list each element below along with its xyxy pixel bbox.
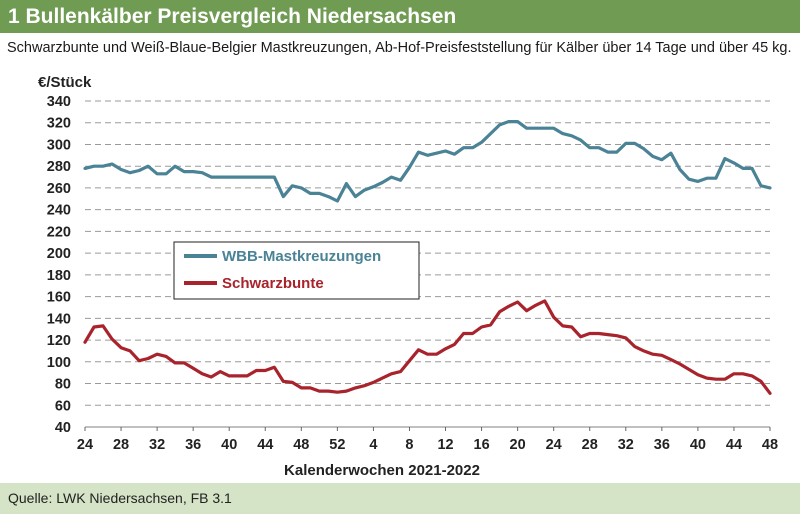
x-tick-label: 24 bbox=[77, 437, 93, 453]
x-tick-label: 40 bbox=[221, 437, 237, 453]
x-tick-label: 16 bbox=[474, 437, 490, 453]
y-axis-label: €/Stück bbox=[38, 74, 92, 91]
y-tick-label: 300 bbox=[47, 137, 71, 153]
x-tick-label: 12 bbox=[437, 437, 453, 453]
y-tick-label: 320 bbox=[47, 116, 71, 132]
x-tick-labels: 24 28 32 36 40 44 48 52 4 8 12 16 20 24 28 32 36 40 44 48 bbox=[77, 427, 778, 453]
x-tick-label: 4 bbox=[369, 437, 377, 453]
x-tick-label: 32 bbox=[618, 437, 634, 453]
y-tick-label: 60 bbox=[55, 398, 71, 414]
legend-box bbox=[173, 241, 420, 300]
x-tick-label: 24 bbox=[546, 437, 562, 453]
x-tick-label: 48 bbox=[762, 437, 778, 453]
x-tick-label: 44 bbox=[726, 437, 742, 453]
y-tick-label: 180 bbox=[47, 268, 71, 284]
y-tick-label: 40 bbox=[55, 420, 71, 436]
y-tick-label: 100 bbox=[47, 355, 71, 371]
source-note: Quelle: LWK Niedersachsen, FB 3.1 bbox=[0, 483, 800, 514]
x-tick-label: 28 bbox=[113, 437, 129, 453]
x-tick-label: 44 bbox=[257, 437, 273, 453]
line-chart: €/Stück 40 60 80 100 120 140 160 180 200 220 240 26… bbox=[38, 74, 778, 479]
y-tick-label: 280 bbox=[47, 159, 71, 175]
grid-lines bbox=[85, 100, 770, 428]
series-line-schwarzbunte bbox=[83, 299, 772, 395]
x-tick-label: 8 bbox=[405, 437, 413, 453]
x-tick-label: 36 bbox=[185, 437, 201, 453]
x-tick-label: 36 bbox=[654, 437, 670, 453]
chart-subtitle: Schwarzbunte und Weiß-Blaue-Belgier Mast… bbox=[7, 40, 792, 56]
legend-label-schwarzbunte: Schwarzbunte bbox=[222, 275, 324, 292]
y-tick-labels: 40 60 80 100 120 140 160 180 200 220 240 260 280 300 3… bbox=[47, 94, 71, 436]
x-tick-label: 32 bbox=[149, 437, 165, 453]
y-tick-label: 120 bbox=[47, 333, 71, 349]
x-tick-label: 28 bbox=[582, 437, 598, 453]
series-lines bbox=[83, 119, 772, 395]
legend: WBB-Mastkreuzungen Schwarzbunte bbox=[173, 241, 420, 300]
y-tick-label: 220 bbox=[47, 224, 71, 240]
y-tick-label: 140 bbox=[47, 311, 71, 327]
series-line-wbb bbox=[83, 119, 772, 203]
legend-label-wbb: WBB-Mastkreuzungen bbox=[222, 248, 381, 265]
x-tick-label: 52 bbox=[329, 437, 345, 453]
y-tick-label: 260 bbox=[47, 181, 71, 197]
y-tick-label: 80 bbox=[55, 377, 71, 393]
y-tick-label: 160 bbox=[47, 290, 71, 306]
y-tick-label: 340 bbox=[47, 94, 71, 110]
x-tick-label: 20 bbox=[510, 437, 526, 453]
x-tick-label: 40 bbox=[690, 437, 706, 453]
x-tick-label: 48 bbox=[293, 437, 309, 453]
x-axis-label: Kalenderwochen 2021-2022 bbox=[284, 462, 480, 479]
y-tick-label: 240 bbox=[47, 203, 71, 219]
chart-title: 1 Bullenkälber Preisvergleich Niedersach… bbox=[0, 0, 800, 33]
y-tick-label: 200 bbox=[47, 246, 71, 262]
